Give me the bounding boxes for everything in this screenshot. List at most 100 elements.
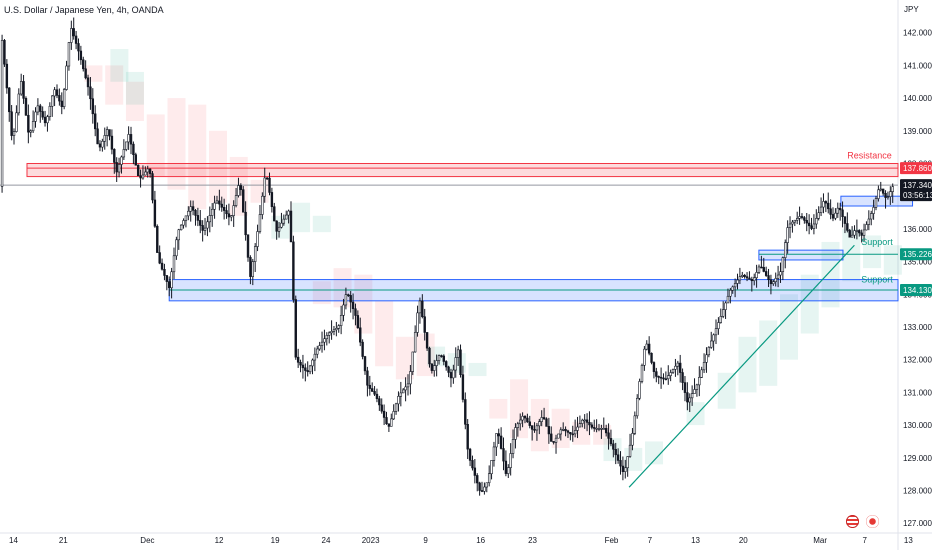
candle-body [8, 87, 11, 113]
candle-body [523, 415, 527, 419]
candle-body [757, 266, 761, 273]
candle-body [98, 143, 102, 148]
candle-body [616, 454, 620, 461]
candle-body [447, 366, 450, 373]
candle-body [378, 398, 381, 406]
candle-body [82, 59, 85, 70]
candles-layer [0, 17, 894, 496]
candle-body [776, 274, 780, 279]
candle-body [509, 453, 512, 468]
candle-body [519, 419, 522, 425]
candle-body [633, 415, 637, 434]
cloud-green-segment [468, 362, 487, 377]
candle-body [285, 214, 288, 220]
candle-body [466, 424, 469, 450]
candle-body [12, 131, 16, 136]
candle-body [593, 427, 596, 429]
candle-body [559, 429, 563, 435]
candle-body [332, 329, 336, 332]
price-badge [900, 284, 932, 297]
candle-body [671, 369, 675, 373]
candle-body [667, 375, 670, 380]
candle-body [294, 299, 297, 358]
candle-body [96, 128, 99, 145]
candle-body [70, 28, 73, 43]
candle-body [105, 129, 109, 136]
candle-body [867, 218, 871, 225]
candle-body [662, 377, 665, 380]
candle-body [841, 209, 844, 218]
candle-body [77, 43, 80, 52]
candle-body [177, 229, 180, 241]
candle-body [265, 177, 269, 180]
cloud-green-segment [738, 336, 757, 393]
last-price-value: 137.340 [903, 181, 932, 190]
candle-body [120, 156, 123, 165]
cloud-red-segment [312, 281, 331, 305]
candle-body [165, 275, 169, 282]
candle-body [853, 230, 856, 236]
countdown-timer: 03:56:13 [903, 191, 932, 200]
candle-body [19, 81, 23, 95]
candle-body [103, 135, 106, 142]
candle-body [189, 206, 192, 212]
candle-body [745, 276, 749, 279]
candle-body [683, 382, 687, 393]
candle-body [318, 345, 321, 350]
candle-body [456, 349, 460, 358]
candle-body [471, 460, 474, 469]
candle-body [53, 89, 56, 97]
candle-body [846, 223, 849, 231]
candle-body [504, 460, 508, 474]
candle-body [125, 141, 128, 150]
cloud-red-segment [416, 333, 435, 377]
candle-body [786, 227, 789, 243]
candle-body [877, 189, 880, 199]
us-flag-icon[interactable] [846, 515, 859, 528]
candle-body [382, 410, 386, 418]
candle-body [210, 208, 214, 216]
candle-body [774, 278, 777, 283]
candle-body [411, 351, 414, 372]
candle-body [368, 384, 371, 389]
candle-body [344, 294, 348, 306]
candle-body [554, 437, 558, 443]
cloud-green-segment [759, 320, 778, 386]
cloud-red-segment [375, 300, 394, 367]
x-tick-label: 13 [691, 536, 700, 545]
price-badge-text: 134.130 [903, 286, 932, 295]
candle-body [244, 211, 247, 236]
price-badge-text: 137.860 [903, 164, 932, 173]
candle-body [571, 433, 574, 436]
candle-body [179, 224, 183, 231]
candle-body [872, 207, 875, 214]
candle-body [409, 371, 412, 385]
candle-body [485, 482, 488, 488]
y-tick-label: 131.000 [903, 388, 932, 397]
candle-body [404, 386, 407, 391]
candle-body [113, 148, 116, 163]
jp-flag-icon[interactable] [866, 515, 879, 528]
candle-body [717, 322, 720, 329]
candle-body [327, 332, 331, 336]
candle-body [600, 428, 603, 430]
candle-body [674, 365, 677, 370]
candle-body [547, 426, 551, 435]
candle-body [79, 50, 83, 61]
candle-body [881, 188, 885, 194]
candle-body [449, 372, 453, 379]
candle-body [495, 433, 498, 448]
candle-body [399, 392, 403, 397]
candle-body [805, 220, 808, 224]
cloud-green-segment [821, 241, 840, 308]
candle-body [421, 300, 424, 318]
candle-body [595, 428, 598, 430]
price-badge [900, 248, 932, 261]
candle-body [681, 372, 684, 383]
candle-body [795, 218, 799, 221]
cloud-green-segment [125, 71, 144, 105]
candle-body [621, 465, 625, 472]
candle-body [738, 276, 742, 281]
candle-body [452, 369, 455, 379]
